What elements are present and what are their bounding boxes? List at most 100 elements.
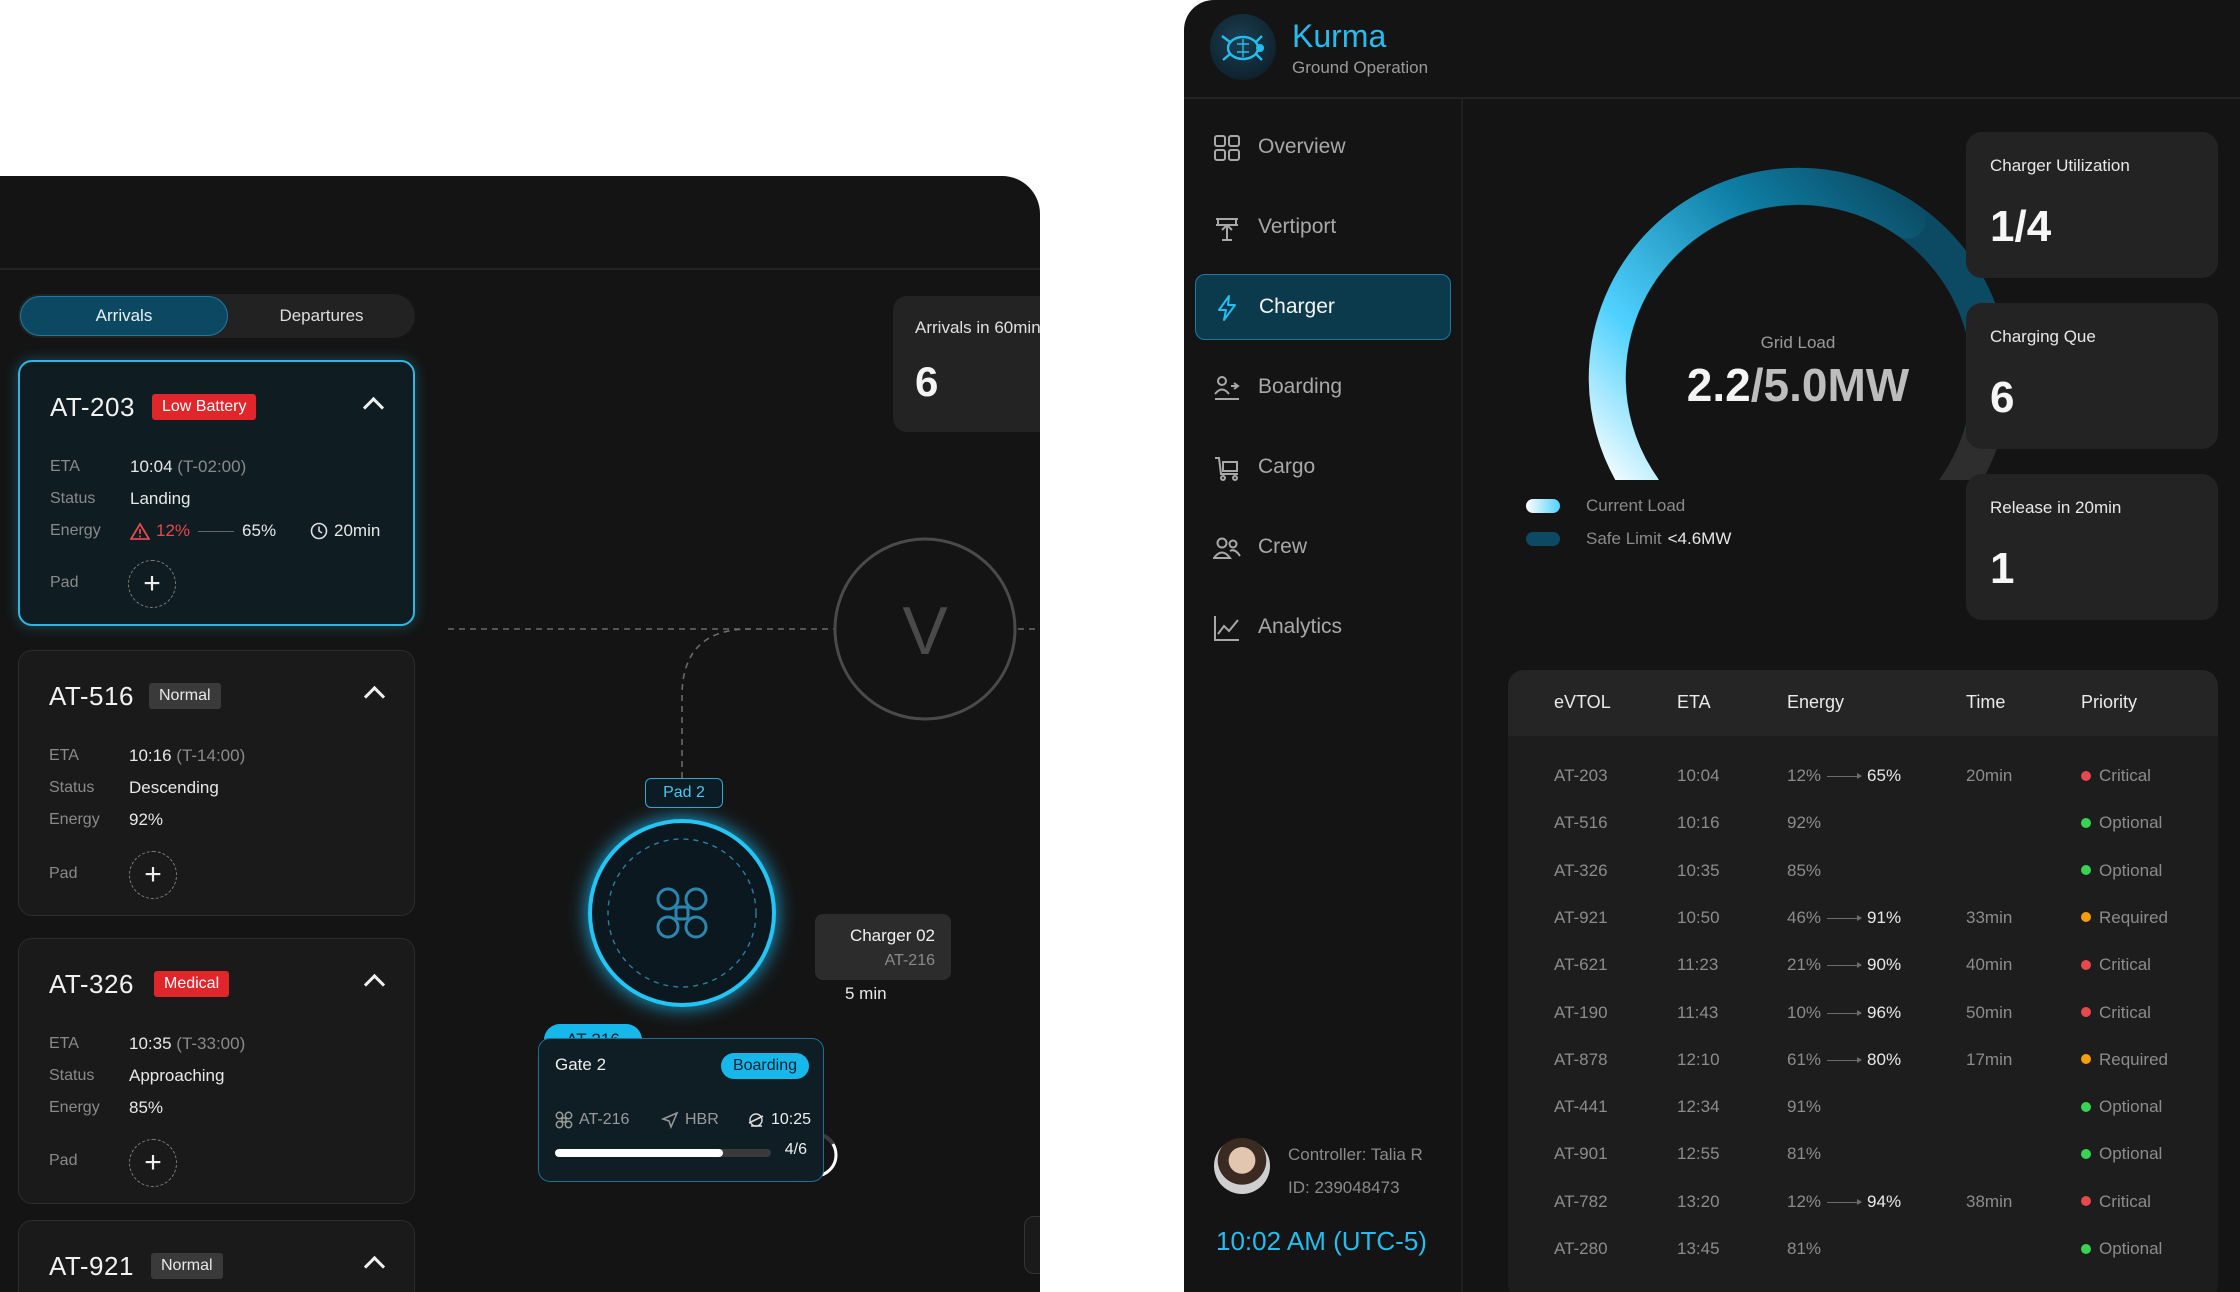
flight-tag: Normal [151,1253,223,1279]
cell-energy: 21% 90% [1787,955,1902,975]
tab-arrivals[interactable]: Arrivals [20,296,228,336]
priority-dot-icon [2081,1054,2091,1065]
boarding-progress-bar [555,1149,771,1157]
cell-time: 40min [1966,955,2013,975]
gate-card[interactable]: Gate 2 Boarding AT-216 HBR 10:25 4/6 [538,1038,824,1182]
pad-label: Pad [50,574,79,591]
vertiport-circle [833,537,1017,721]
stat-title: Charger Utilization [1990,156,2130,175]
cell-evtol: AT-280 [1554,1239,1608,1258]
sidebar-divider [1461,99,1463,1292]
table-row[interactable]: AT-878 12:10 61% 80% 17min Required [1508,1038,2218,1085]
cell-energy: 46% 91% [1787,907,1902,927]
table-row[interactable]: AT-516 10:16 92% Optional [1508,801,2218,848]
cell-evtol: AT-203 [1554,766,1608,785]
cell-energy: 85% [1787,860,1822,880]
cell-evtol: AT-190 [1554,1002,1608,1022]
cell-evtol: AT-516 [1554,813,1608,833]
eta-label: ETA [49,747,79,764]
table-row[interactable]: AT-621 11:23 21% 90% 40min Critical [1508,943,2218,990]
sidebar-item-cargo[interactable]: Cargo [1195,434,1451,500]
sidebar-item-crew[interactable]: Crew [1195,514,1451,580]
controller-id: ID: 239048473 [1288,1178,1400,1197]
table-row[interactable]: AT-901 12:55 81% Optional [1508,1132,2218,1179]
flight-card-at-203[interactable]: AT-203 Low Battery ETA 10:04 (T-02:00) S… [18,360,415,626]
eta-value: 10:04 (T-02:00) [130,457,247,476]
header-energy: Energy [1787,692,1845,712]
table-row[interactable]: AT-280 13:45 81% Optional [1508,1227,2218,1274]
send-icon [661,1111,679,1129]
charger-info[interactable]: Charger 02 AT-216 [815,914,951,980]
header-evtol: eVTOL [1554,692,1611,712]
cell-eta: 10:16 [1677,813,1720,833]
priority-dot-icon [2081,1243,2091,1254]
priority-dot-icon [2081,1101,2091,1112]
sidebar-item-boarding[interactable]: Boarding [1195,354,1451,420]
cell-energy: 12% 65% [1787,766,1902,785]
gauge-current-load [1588,167,1927,480]
drone-icon [656,887,708,939]
table-row[interactable]: AT-921 10:50 46% 91% 33min Required [1508,896,2218,943]
flight-card-at-921[interactable]: AT-921 Normal [18,1220,415,1292]
legend-current-swatch [1526,499,1560,513]
cell-priority: Optional [2081,1239,2162,1259]
sidebar-item-label: Charger [1259,295,1335,318]
status-value: Descending [129,778,219,797]
table-row[interactable]: AT-326 10:35 85% Optional [1508,849,2218,896]
cell-eta: 13:45 [1677,1239,1720,1258]
tab-departures[interactable]: Departures [279,306,364,325]
cell-time: 17min [1966,1049,2013,1069]
brand-name: Kurma [1292,18,1387,54]
table-row[interactable]: AT-441 12:34 91% Optional [1508,1085,2218,1132]
energy-label: Energy [50,522,101,539]
sidebar-item-overview[interactable]: Overview [1195,114,1451,180]
cell-energy: 92% [1787,813,1822,833]
table-row[interactable]: AT-782 13:20 12% 94% 38min Critical [1508,1180,2218,1227]
arrivals-departures-toggle: Arrivals Departures [18,294,415,338]
sidebar-item-analytics[interactable]: Analytics [1195,594,1451,660]
flight-id: AT-516 [49,681,134,711]
sidebar-item-vertiport[interactable]: Vertiport [1195,194,1451,260]
boarding-icon [1214,376,1240,400]
avatar[interactable] [1214,1138,1270,1194]
assign-pad-button[interactable]: + [128,560,176,608]
brand-subtitle: Ground Operation [1292,58,1429,77]
cell-eta: 10:35 [1677,860,1720,880]
pad-label-tag[interactable]: Pad 2 [645,778,723,808]
drone-icon [555,1111,573,1129]
cell-evtol: AT-921 [1554,907,1608,927]
flight-card-at-516[interactable]: AT-516 Normal ETA 10:16 (T-14:00) Status… [18,650,415,916]
table-header: eVTOL ETA Energy Time Priority [1508,670,2218,736]
sidebar-item-charger[interactable]: Charger [1195,274,1451,340]
flight-card-at-326[interactable]: AT-326 Medical ETA 10:35 (T-33:00) Statu… [18,938,415,1204]
grid-icon [1214,135,1240,161]
assign-pad-button[interactable]: + [129,1139,177,1187]
clock-icon [310,522,328,540]
assign-pad-button[interactable]: + [129,851,177,899]
cell-eta: 11:23 [1677,955,1719,975]
energy-label: Energy [49,1099,100,1116]
table-row[interactable]: AT-203 10:04 12% 65% 20min Critical [1508,754,2218,801]
cell-eta: 10:50 [1677,907,1720,927]
sidebar-item-label: Crew [1258,535,1308,558]
cell-eta: 13:20 [1677,1191,1720,1211]
priority-dot-icon [2081,865,2091,876]
cell-time: 33min [1966,907,2013,927]
pad-label: Pad [49,865,78,882]
landing-pad-circle[interactable] [588,819,776,1007]
stat-charger-utilization: Charger Utilization 1/4 [1966,132,2218,278]
sidebar-item-label: Overview [1258,135,1346,158]
eta-label: ETA [50,458,80,475]
arrow-icon [1827,962,1863,969]
gate-name: Gate 2 [555,1055,607,1074]
cell-priority: Critical [2081,1003,2151,1023]
cell-evtol: AT-621 [1554,955,1608,975]
controller-name: Controller: Talia R [1288,1145,1423,1164]
pad-label: Pad [49,1152,78,1169]
table-row[interactable]: AT-190 11:43 10% 96% 50min Critical [1508,991,2218,1038]
cell-eta: 12:10 [1677,1049,1720,1069]
cell-evtol: AT-878 [1554,1049,1608,1069]
priority-dot-icon [2081,1148,2091,1159]
flight-tag: Normal [149,683,221,709]
priority-dot-icon [2081,770,2091,781]
